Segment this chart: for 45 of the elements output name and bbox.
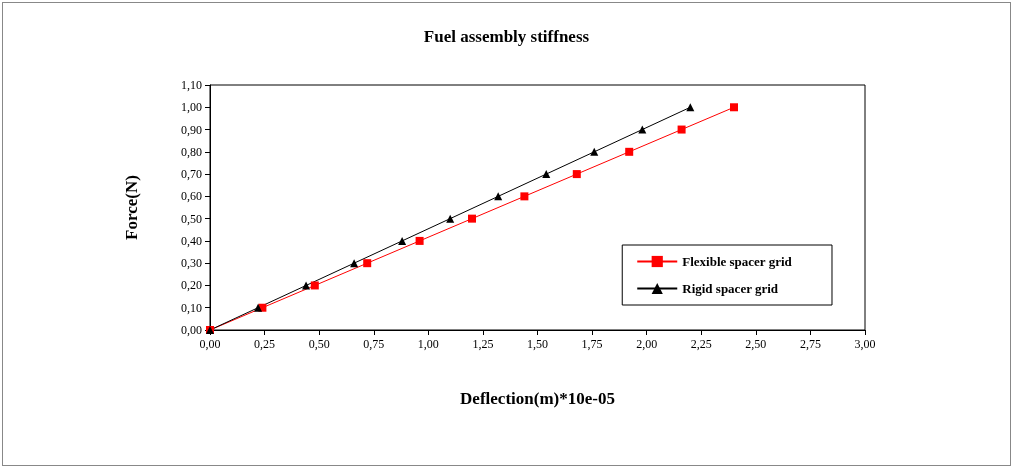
point	[520, 192, 529, 201]
y-tick-label: 1,10	[181, 78, 202, 92]
x-tick-label: 1,25	[472, 337, 494, 351]
y-tick-label: 0,50	[181, 211, 202, 226]
point	[730, 103, 738, 112]
legend-label: Flexible spacer grid	[682, 254, 793, 269]
point	[677, 125, 686, 134]
point	[638, 125, 647, 134]
x-tick-label: 2,00	[636, 337, 658, 351]
y-tick-label: 0,30	[181, 256, 202, 271]
point	[350, 259, 359, 268]
x-tick-label: 2,25	[690, 337, 712, 351]
point	[446, 214, 455, 223]
x-tick-label: 1,50	[527, 337, 548, 351]
x-tick-label: 2,50	[745, 337, 767, 351]
point	[254, 303, 263, 312]
chart-title: Fuel assembly stiffness	[423, 27, 590, 46]
x-tick-label: 2,75	[799, 337, 821, 351]
x-tick-label: 3,00	[854, 337, 876, 351]
point	[415, 236, 424, 245]
x-tick-label: 0,00	[199, 337, 221, 351]
x-tick-label: 1,00	[417, 337, 439, 351]
point	[572, 170, 581, 179]
y-axis-title: Force(N)	[122, 175, 141, 240]
y-tick-label: 1,00	[181, 100, 202, 115]
y-tick-label: 0,80	[181, 144, 202, 159]
y-tick-label: 0,90	[181, 122, 202, 137]
x-axis-title: Deflection(m)*10e-05	[460, 389, 615, 408]
y-tick-label: 0,40	[181, 233, 202, 248]
y-tick-label: 0,20	[181, 278, 202, 293]
y-tick-label: 0,70	[181, 167, 202, 182]
point	[625, 147, 634, 156]
point	[468, 214, 476, 223]
point	[310, 281, 319, 290]
x-tick-label: 1,75	[581, 337, 603, 351]
x-tick-label: 0,75	[363, 337, 385, 351]
y-tick-label: 0,10	[181, 300, 202, 315]
x-tick-label: 0,50	[308, 337, 330, 351]
y-tick-label: 0,60	[181, 189, 202, 204]
x-tick-label: 0,25	[254, 337, 276, 351]
y-tick-label: 0,00	[181, 323, 202, 337]
point	[590, 147, 599, 156]
point	[363, 259, 372, 268]
legend-label: Rigid spacer grid	[682, 281, 779, 296]
point	[398, 236, 407, 245]
